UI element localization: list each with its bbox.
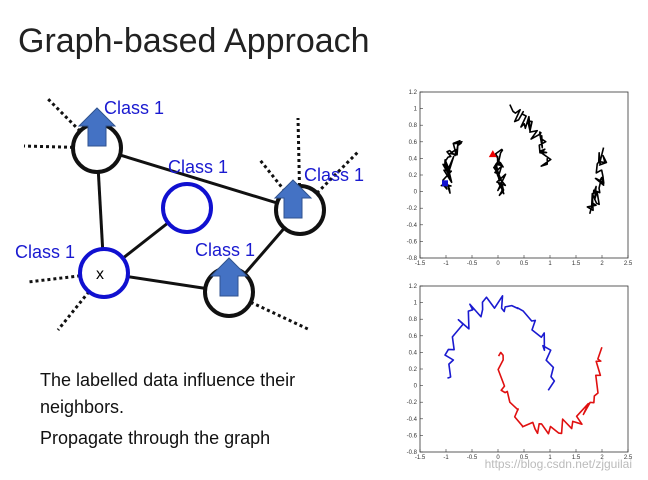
y-tick-label: 0.6 — [409, 140, 418, 146]
x-tick-label: 2 — [600, 261, 604, 267]
class-label: Class 1 — [168, 157, 228, 177]
y-tick-label: 0.8 — [409, 123, 418, 129]
plot-frame — [419, 91, 629, 259]
x-tick-label: -0.5 — [467, 455, 478, 461]
y-tick-label: -0.8 — [407, 256, 418, 262]
y-tick-label: -0.6 — [407, 433, 418, 439]
moon-points — [440, 139, 463, 194]
graph-nodes — [71, 122, 326, 318]
y-tick-label: -0.4 — [407, 223, 418, 229]
y-tick-label: 0.8 — [409, 317, 418, 323]
watermark: https://blog.csdn.net/zjguilai — [485, 457, 632, 471]
text-line: Propagate through the graph — [40, 428, 270, 448]
x-tick-label: 0.5 — [520, 261, 529, 267]
labelled-point — [442, 180, 448, 187]
x-tick-label: -0.5 — [467, 261, 478, 267]
x-tick-label: -1 — [443, 455, 449, 461]
plot-frame — [419, 285, 629, 453]
text-line: neighbors. — [40, 397, 124, 417]
moon-points — [444, 294, 556, 391]
y-tick-label: 0 — [414, 384, 418, 390]
x-tick-label: 1.5 — [572, 261, 581, 267]
moon-points — [493, 148, 507, 197]
class-label: Class 1 — [15, 242, 75, 262]
class-label: Class 1 — [104, 98, 164, 118]
y-tick-label: -0.8 — [407, 450, 418, 456]
y-tick-label: -0.2 — [407, 400, 418, 406]
y-tick-label: 0.4 — [409, 156, 418, 162]
x-tick-label: 0 — [496, 455, 500, 461]
labelled-point — [488, 150, 497, 158]
class-label: Class 1 — [195, 240, 255, 260]
x-tick-label: 2.5 — [624, 455, 633, 461]
y-tick-label: 1.2 — [409, 284, 418, 290]
y-tick-label: 0.4 — [409, 350, 418, 356]
y-tick-label: -0.6 — [407, 239, 418, 245]
class-labels: Class 1 Class 1 Class 1 Class 1 Class 1 — [15, 98, 364, 262]
slide-title: Graph-based Approach — [18, 22, 370, 60]
y-tick-label: 0.6 — [409, 334, 418, 340]
text-line: The labelled data influence their — [40, 370, 295, 390]
y-tick-label: 1 — [414, 301, 418, 307]
x-tick-label: 2 — [600, 455, 604, 461]
x-tick-label: 0.5 — [520, 455, 529, 461]
y-tick-label: 0.2 — [409, 173, 418, 179]
x-tick-label: 1 — [548, 455, 552, 461]
x-tick-label: 2.5 — [624, 261, 633, 267]
moon-points — [586, 147, 608, 214]
y-tick-label: 0 — [414, 190, 418, 196]
y-tick-label: 1.2 — [409, 90, 418, 96]
moon-points — [509, 104, 552, 167]
x-tick-label: 1 — [548, 261, 552, 267]
x-tick-label: 1.5 — [572, 455, 581, 461]
class-label: Class 1 — [304, 165, 364, 185]
y-tick-label: -0.4 — [407, 417, 418, 423]
y-tick-label: -0.2 — [407, 206, 418, 212]
x-tick-label: 0 — [496, 261, 500, 267]
plots: -1.5 -1 -0.5 0 0.5 1 1.5 2 2.5 1.2 1 0.8 0.6 0.4 0.2 0 -… — [407, 90, 633, 461]
node-label: x — [96, 266, 104, 283]
x-tick-label: -1.5 — [415, 261, 426, 267]
y-tick-label: 1 — [414, 107, 418, 113]
x-tick-label: -1.5 — [415, 455, 426, 461]
class-arrows — [77, 107, 313, 297]
moon-points — [497, 346, 603, 435]
x-tick-label: -1 — [443, 261, 449, 267]
body-text: The labelled data influence their neighb… — [40, 370, 295, 448]
y-tick-label: 0.2 — [409, 367, 418, 373]
